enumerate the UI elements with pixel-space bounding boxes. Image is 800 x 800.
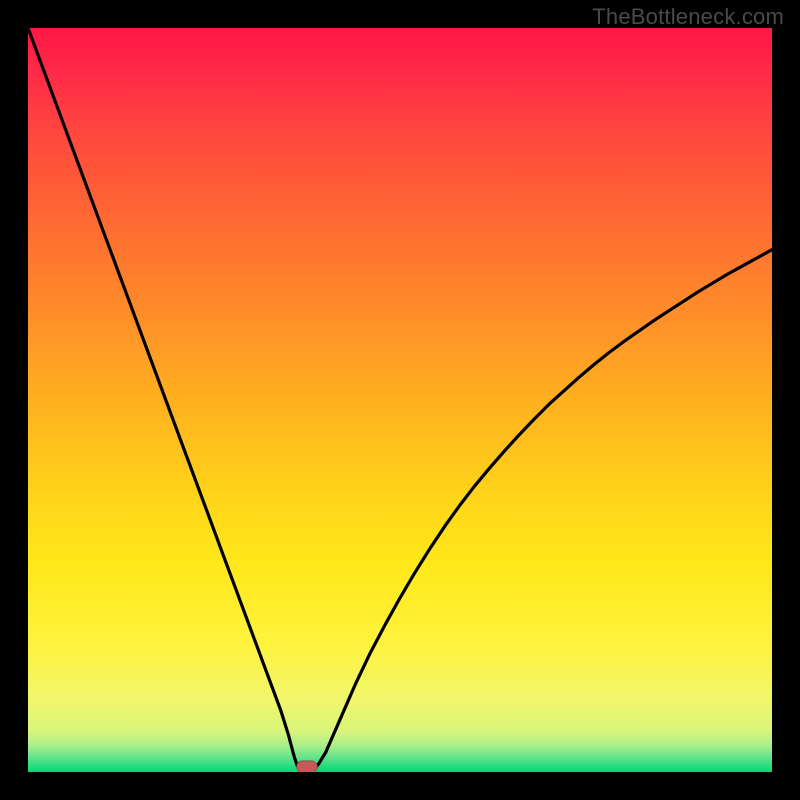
watermark-label: TheBottleneck.com bbox=[592, 4, 784, 30]
optimal-point-marker bbox=[297, 761, 318, 772]
chart-background bbox=[28, 28, 772, 772]
plot-area bbox=[28, 28, 772, 772]
chart-frame: TheBottleneck.com bbox=[0, 0, 800, 800]
chart-svg bbox=[28, 28, 772, 772]
